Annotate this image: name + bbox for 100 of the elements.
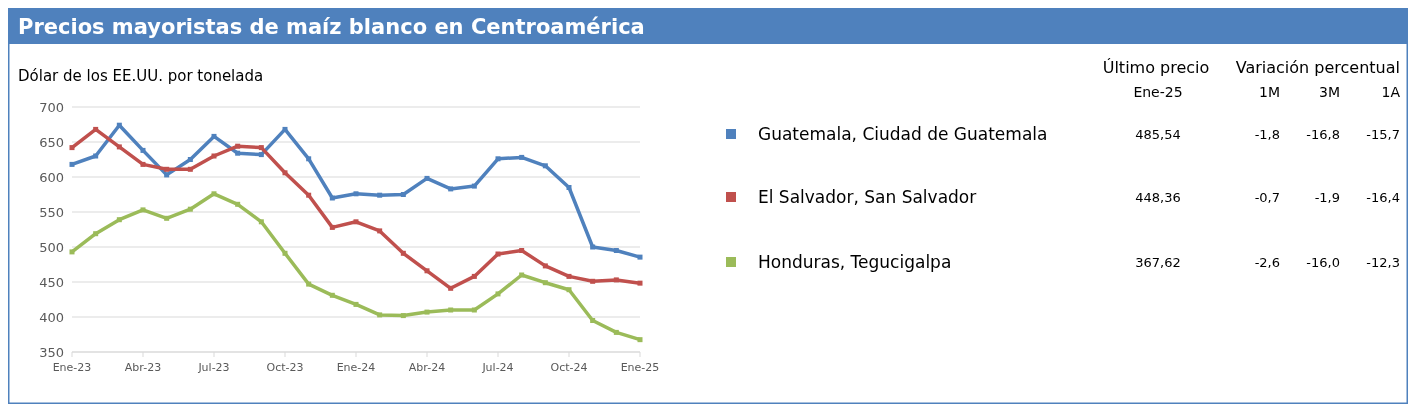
point	[329, 292, 335, 298]
text: 367,62	[1135, 254, 1181, 270]
point	[542, 280, 548, 286]
point	[258, 152, 264, 158]
point	[187, 206, 193, 212]
text: Ene-25	[1133, 84, 1183, 100]
point	[306, 192, 312, 198]
point	[566, 273, 572, 279]
x-tick-label: Abr-23	[124, 361, 162, 374]
point	[235, 150, 241, 156]
point	[519, 154, 525, 160]
point	[542, 263, 548, 269]
point	[448, 285, 454, 291]
point	[448, 186, 454, 192]
text: -16,0	[1306, 254, 1340, 270]
point	[637, 254, 643, 260]
text: -15,7	[1366, 126, 1400, 142]
text: -16,8	[1306, 126, 1340, 142]
point	[471, 307, 477, 313]
text: 3M	[1319, 84, 1340, 100]
point	[93, 126, 99, 132]
point	[471, 273, 477, 279]
legend-label: Guatemala, Ciudad de Guatemala	[758, 123, 1048, 144]
point	[69, 249, 75, 255]
point	[353, 191, 359, 197]
x-tick-label: Jul-24	[481, 361, 514, 374]
text: 1A	[1381, 84, 1401, 100]
x-tick-label: Abr-24	[408, 361, 446, 374]
point	[566, 185, 572, 190]
point	[424, 309, 430, 315]
text: -12,3	[1366, 254, 1400, 270]
point	[400, 313, 406, 319]
y-tick-label: 650	[39, 134, 64, 150]
x-tick-label: Oct-24	[550, 361, 588, 374]
chart-title: Precios mayoristas de maíz blanco en Centroamérica	[18, 15, 645, 39]
legend-label: Honduras, Tegucigalpa	[758, 251, 952, 272]
text: 448,36	[1135, 189, 1181, 205]
point	[258, 219, 264, 225]
point	[187, 157, 193, 162]
y-tick-label: 450	[39, 274, 64, 290]
point	[140, 161, 146, 167]
point	[377, 312, 383, 318]
point	[519, 248, 525, 253]
text: Variación percentual	[1235, 58, 1400, 77]
point	[235, 201, 241, 207]
point	[542, 163, 548, 169]
point	[613, 277, 619, 283]
point	[93, 153, 99, 159]
point	[566, 287, 572, 293]
point	[424, 268, 430, 274]
point	[590, 244, 596, 250]
point	[258, 145, 264, 151]
point	[637, 280, 643, 286]
point	[353, 301, 359, 307]
point	[211, 153, 217, 159]
y-tick-label: 550	[39, 204, 64, 220]
text: -16,4	[1366, 189, 1400, 205]
point	[69, 161, 75, 167]
y-tick-label: 400	[39, 309, 64, 325]
point	[590, 318, 596, 323]
point	[471, 183, 477, 189]
text: Último precio	[1102, 58, 1210, 77]
point	[211, 133, 217, 139]
point	[495, 156, 501, 162]
point	[140, 147, 146, 153]
point	[282, 250, 288, 256]
point	[69, 145, 75, 151]
y-tick-label: 700	[39, 99, 64, 115]
text: -1,9	[1314, 189, 1340, 205]
y-axis-title: Dólar de los EE.UU. por tonelada	[18, 67, 264, 85]
text: 1M	[1259, 84, 1280, 100]
point	[424, 175, 430, 181]
x-tick-label: Ene-23	[52, 361, 92, 374]
point	[495, 251, 501, 257]
point	[495, 291, 501, 297]
point	[400, 192, 406, 197]
point	[377, 192, 383, 198]
legend-label: El Salvador, San Salvador	[758, 186, 977, 207]
y-tick-label: 600	[39, 169, 64, 185]
x-tick-label: Oct-23	[266, 361, 304, 374]
point	[164, 172, 170, 178]
x-tick-label: Jul-23	[197, 361, 230, 374]
point	[116, 144, 122, 150]
point	[353, 219, 359, 225]
point	[613, 248, 619, 253]
point	[93, 231, 99, 237]
point	[329, 224, 335, 230]
point	[306, 281, 312, 287]
point	[306, 156, 312, 162]
point	[235, 143, 241, 149]
point	[637, 337, 643, 343]
point	[613, 329, 619, 335]
point	[211, 191, 217, 197]
point	[187, 166, 193, 172]
point	[400, 250, 406, 256]
text: -2,6	[1254, 254, 1280, 270]
y-tick-label: 500	[39, 239, 64, 255]
text: -0,7	[1254, 189, 1280, 205]
point	[116, 217, 122, 223]
text: -1,8	[1254, 126, 1280, 142]
